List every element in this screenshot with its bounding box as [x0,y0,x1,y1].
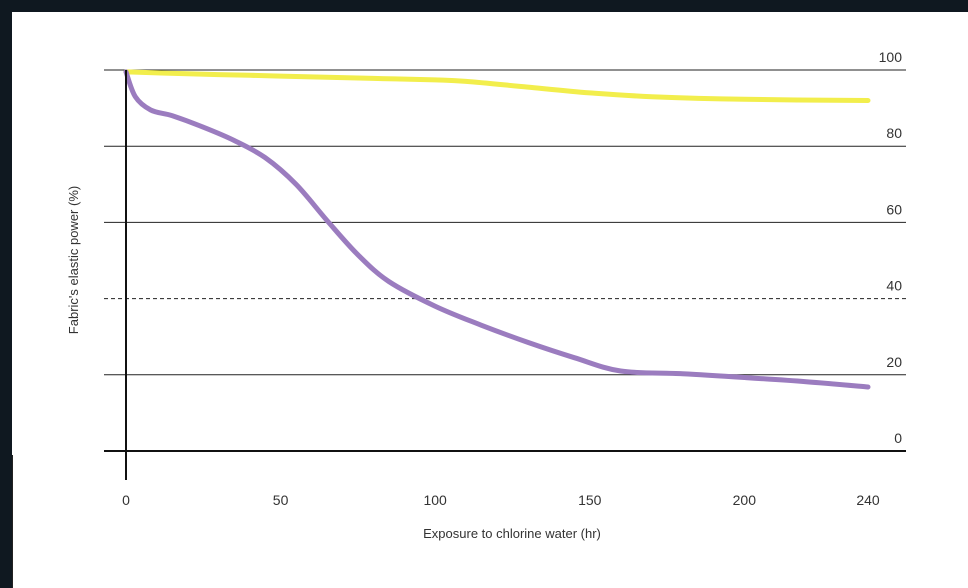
series-line-1 [123,69,871,103]
chart-panel [12,12,968,588]
x-axis-label: Exposure to chlorine water (hr) [423,526,601,541]
series-lines [123,69,871,390]
y-tick-label: 100 [879,49,903,65]
y-tick-label: 40 [886,278,902,294]
x-tick-label: 150 [578,492,602,508]
x-tick-label: 0 [122,492,130,508]
x-tick-label: 100 [423,492,447,508]
x-tick-label: 240 [856,492,880,508]
series-line-2 [123,69,871,390]
gridlines [104,69,906,376]
x-tick-labels: 0 50 100 150 200 240 [122,492,880,508]
panel-left-rule [12,455,13,588]
x-tick-label: 200 [733,492,757,508]
y-tick-label: 60 [886,201,902,217]
y-tick-label: 80 [886,125,902,141]
x-tick-label: 50 [273,492,289,508]
dark-left-border [0,0,12,455]
y-tick-labels: 0 20 40 60 80 100 [879,49,903,446]
y-axis-label: Fabric's elastic power (%) [66,186,81,334]
dark-top-border [0,0,968,12]
y-tick-label: 0 [894,430,902,446]
y-tick-label: 20 [886,354,902,370]
